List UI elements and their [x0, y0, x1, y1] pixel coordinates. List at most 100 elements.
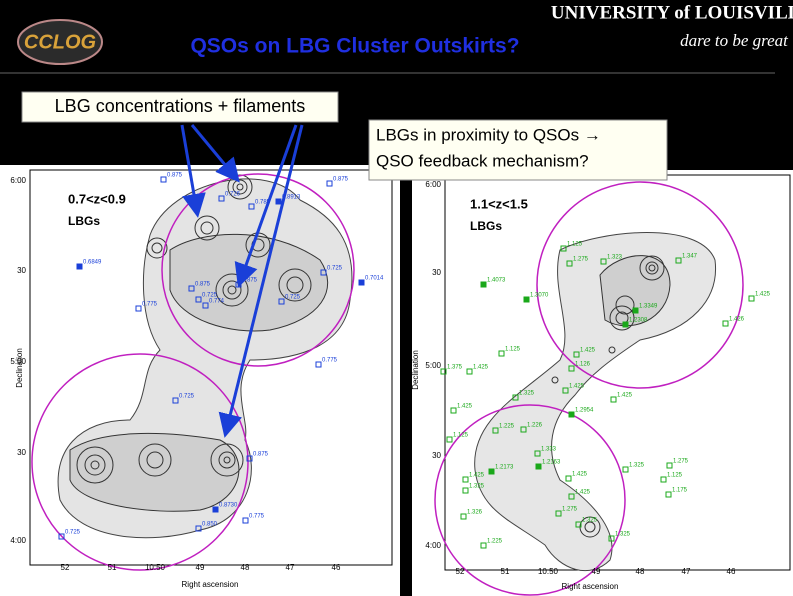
galaxy-marker — [555, 510, 562, 517]
redshift-range: 0.7<z<0.9 — [68, 191, 126, 206]
galaxy-redshift: 0.775 — [322, 358, 338, 364]
x-tick-label: 51 — [501, 567, 510, 576]
y-tick-label: 4:00 — [10, 536, 26, 545]
galaxy-redshift: 0.8913 — [282, 195, 301, 201]
arrow — [190, 124, 240, 183]
galaxy-redshift: 0.785 — [255, 200, 271, 206]
galaxy-redshift: 1.175 — [672, 488, 688, 494]
galaxy-marker — [212, 506, 219, 513]
galaxy-redshift: 0.875 — [242, 278, 258, 284]
galaxy-marker — [498, 350, 505, 357]
galaxy-redshift: 1.125 — [453, 433, 469, 439]
galaxy-marker — [520, 426, 527, 433]
redshift-range: 1.1<z<1.5 — [470, 196, 528, 211]
galaxy-marker — [242, 517, 249, 524]
galaxy-redshift: 1.426 — [729, 317, 745, 323]
y-tick-label: 30 — [432, 268, 441, 277]
galaxy-marker — [466, 368, 473, 375]
y-tick-label: 6:00 — [425, 180, 441, 189]
galaxy-marker — [320, 269, 327, 276]
galaxy-marker — [275, 198, 282, 205]
galaxy-marker — [512, 394, 519, 401]
galaxy-marker — [568, 411, 575, 418]
galaxy-marker — [632, 307, 639, 314]
galaxy-marker — [666, 462, 673, 469]
galaxy-redshift: 1.333 — [541, 447, 557, 453]
galaxy-marker — [665, 491, 672, 498]
galaxy-marker — [523, 296, 530, 303]
y-tick-label: 5:00 — [425, 361, 441, 370]
galaxy-marker — [278, 298, 285, 305]
callout: LBG concentrations + filaments — [55, 96, 306, 116]
galaxy-redshift: 1.2308 — [629, 318, 648, 324]
galaxy-marker — [218, 195, 225, 202]
galaxy-redshift: 1.325 — [629, 463, 645, 469]
x-axis-label: Right ascension — [182, 580, 239, 589]
galaxy-redshift: 0.774 — [209, 299, 225, 305]
contour — [474, 232, 717, 572]
galaxy-marker — [600, 258, 607, 265]
frame — [29, 169, 393, 566]
galaxy-marker — [565, 475, 572, 482]
galaxy-redshift: 1.375 — [447, 365, 463, 371]
contour-peaks — [76, 174, 312, 484]
galaxy-marker — [460, 513, 467, 520]
galaxy-redshift: 1.126 — [575, 362, 591, 368]
galaxy-redshift: 1.425 — [569, 384, 585, 390]
galaxy-marker — [622, 466, 629, 473]
sample-label: LBGs — [470, 219, 502, 233]
galaxy-redshift: 1.275 — [673, 459, 689, 465]
x-tick-label: 49 — [196, 563, 205, 572]
galaxy-redshift: 1.425 — [469, 473, 485, 479]
x-tick-label: 47 — [286, 563, 295, 572]
galaxy-redshift: 0.725 — [179, 394, 195, 400]
university: UNIVERSITY of LOUISVILLE — [551, 2, 793, 23]
galaxy-marker — [462, 476, 469, 483]
galaxy-marker — [560, 245, 567, 252]
arrow — [218, 124, 304, 438]
galaxy-redshift: 1.125 — [667, 473, 683, 479]
galaxy-marker — [488, 468, 495, 475]
galaxy-redshift: 0.875 — [195, 282, 211, 288]
galaxy-marker — [246, 455, 253, 462]
galaxy-redshift: 1.226 — [527, 423, 543, 429]
galaxy-redshift: 1.125 — [567, 242, 583, 248]
x-tick-label: 46 — [727, 567, 736, 576]
galaxy-redshift: 1.425 — [473, 365, 489, 371]
galaxy-marker — [610, 396, 617, 403]
galaxy-redshift: 1.3349 — [639, 304, 658, 310]
y-tick-label: 30 — [17, 266, 26, 275]
galaxy-marker — [195, 525, 202, 532]
cluster-circle — [31, 353, 249, 571]
galaxy-marker — [575, 521, 582, 528]
galaxy-marker — [202, 302, 209, 309]
x-tick-label: 46 — [332, 563, 341, 572]
galaxy-marker — [135, 305, 142, 312]
galaxy-marker — [188, 285, 195, 292]
contour — [69, 432, 240, 512]
galaxy-marker — [722, 320, 729, 327]
galaxy-redshift: 1.325 — [582, 518, 598, 524]
x-tick-label: 47 — [682, 567, 691, 576]
galaxy-marker — [492, 427, 499, 434]
galaxy-redshift: 0.8730 — [219, 503, 238, 509]
galaxy-redshift: 0.7014 — [365, 276, 384, 282]
x-tick-label: 10:50 — [538, 567, 559, 576]
sample-label: LBGs — [68, 214, 100, 228]
galaxy-redshift: 1.225 — [499, 424, 515, 430]
galaxy-redshift: 0.875 — [253, 452, 269, 458]
galaxy-marker — [160, 176, 167, 183]
galaxy-marker — [535, 463, 542, 470]
galaxy-marker — [440, 368, 447, 375]
galaxy-marker — [358, 279, 365, 286]
galaxy-redshift: 0.875 — [167, 173, 183, 179]
galaxy-marker — [450, 407, 457, 414]
galaxy-marker — [568, 493, 575, 500]
galaxy-marker — [622, 321, 629, 328]
y-tick-label: 5:00 — [10, 357, 26, 366]
galaxy-marker — [562, 387, 569, 394]
y-axis-label: Declination — [411, 350, 420, 390]
galaxy-redshift: 1.4073 — [487, 278, 506, 284]
